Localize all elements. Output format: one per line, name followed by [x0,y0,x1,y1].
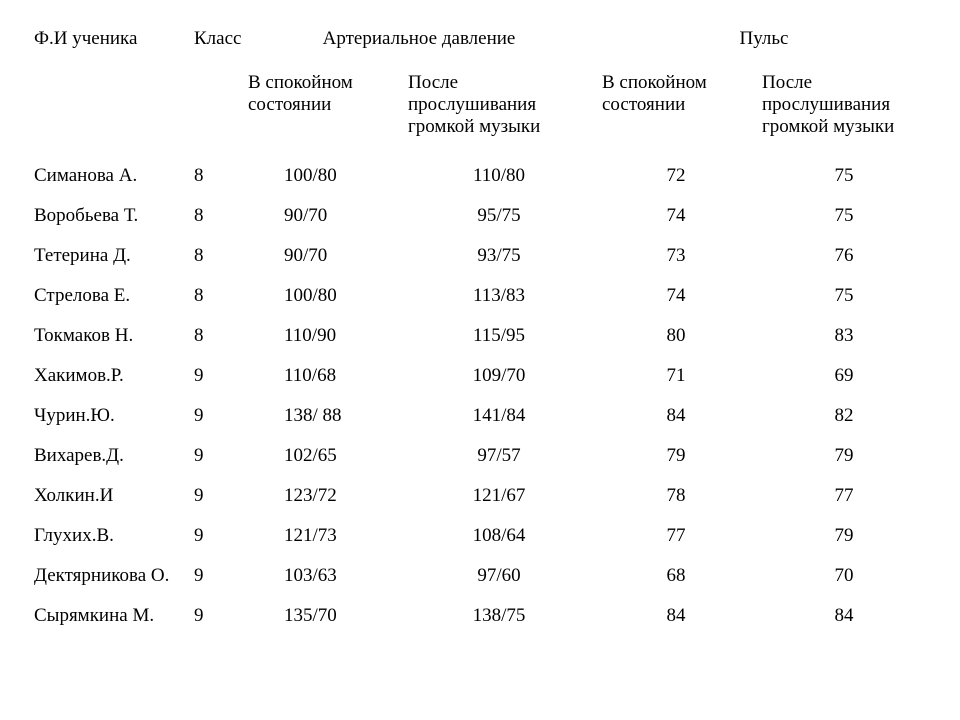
cell-pulse-calm: 74 [596,276,756,316]
cell-class: 9 [188,396,242,436]
cell-bp-calm: 90/70 [242,196,402,236]
cell-pulse-after: 75 [756,156,932,196]
page: Ф.И ученика Класс Артериальное давление … [0,0,960,660]
cell-bp-calm: 100/80 [242,156,402,196]
cell-pulse-after: 69 [756,356,932,396]
header-class: Класс [188,24,242,156]
cell-bp-after: 113/83 [402,276,596,316]
cell-class: 9 [188,596,242,636]
cell-bp-after: 108/64 [402,516,596,556]
cell-class: 9 [188,556,242,596]
cell-pulse-calm: 77 [596,516,756,556]
header-pulse-after: После прослушивания громкой музыки [756,68,932,156]
cell-bp-calm: 121/73 [242,516,402,556]
cell-bp-calm: 102/65 [242,436,402,476]
cell-name: Симанова А. [28,156,188,196]
cell-pulse-after: 70 [756,556,932,596]
cell-bp-calm: 123/72 [242,476,402,516]
cell-pulse-calm: 72 [596,156,756,196]
table-row: Холкин.И9123/72121/677877 [28,476,932,516]
header-pulse-group: Пульс [596,24,932,68]
students-table: Ф.И ученика Класс Артериальное давление … [28,24,932,636]
header-name: Ф.И ученика [28,24,188,156]
cell-name: Токмаков Н. [28,316,188,356]
cell-class: 8 [188,196,242,236]
cell-class: 8 [188,236,242,276]
cell-bp-calm: 135/70 [242,596,402,636]
header-bp-calm: В спокойном состоянии [242,68,402,156]
cell-class: 8 [188,156,242,196]
cell-pulse-after: 82 [756,396,932,436]
cell-bp-after: 115/95 [402,316,596,356]
cell-pulse-calm: 79 [596,436,756,476]
cell-pulse-calm: 84 [596,396,756,436]
cell-class: 9 [188,516,242,556]
table-row: Стрелова Е.8100/80113/837475 [28,276,932,316]
cell-pulse-calm: 71 [596,356,756,396]
cell-bp-after: 95/75 [402,196,596,236]
cell-pulse-after: 77 [756,476,932,516]
cell-class: 9 [188,476,242,516]
cell-pulse-after: 79 [756,516,932,556]
cell-name: Тетерина Д. [28,236,188,276]
cell-bp-after: 141/84 [402,396,596,436]
cell-name: Холкин.И [28,476,188,516]
cell-pulse-after: 79 [756,436,932,476]
cell-name: Стрелова Е. [28,276,188,316]
cell-name: Дектярникова О. [28,556,188,596]
cell-pulse-after: 76 [756,236,932,276]
table-row: Хакимов.Р.9110/68109/707169 [28,356,932,396]
cell-class: 8 [188,316,242,356]
table-header-row-1: Ф.И ученика Класс Артериальное давление … [28,24,932,68]
header-bp-after: После прослушивания громкой музыки [402,68,596,156]
table-row: Токмаков Н.8110/90115/958083 [28,316,932,356]
cell-class: 8 [188,276,242,316]
header-pulse-calm: В спокойном состоянии [596,68,756,156]
cell-pulse-after: 75 [756,276,932,316]
table-row: Воробьева Т.890/7095/757475 [28,196,932,236]
cell-pulse-after: 83 [756,316,932,356]
cell-name: Чурин.Ю. [28,396,188,436]
table-row: Глухих.В.9121/73108/647779 [28,516,932,556]
cell-bp-after: 138/75 [402,596,596,636]
cell-bp-after: 121/67 [402,476,596,516]
cell-name: Сырямкина М. [28,596,188,636]
cell-pulse-after: 84 [756,596,932,636]
cell-bp-calm: 138/ 88 [242,396,402,436]
cell-class: 9 [188,436,242,476]
table-row: Тетерина Д.890/7093/757376 [28,236,932,276]
table-row: Дектярникова О.9103/6397/606870 [28,556,932,596]
cell-pulse-calm: 74 [596,196,756,236]
cell-bp-calm: 90/70 [242,236,402,276]
cell-pulse-calm: 78 [596,476,756,516]
cell-bp-after: 97/60 [402,556,596,596]
cell-name: Глухих.В. [28,516,188,556]
cell-bp-calm: 100/80 [242,276,402,316]
cell-bp-after: 93/75 [402,236,596,276]
table-row: Вихарев.Д.9102/6597/577979 [28,436,932,476]
cell-name: Воробьева Т. [28,196,188,236]
cell-bp-calm: 110/68 [242,356,402,396]
cell-bp-calm: 103/63 [242,556,402,596]
cell-pulse-calm: 68 [596,556,756,596]
table-body: Симанова А.8100/80110/807275Воробьева Т.… [28,156,932,636]
cell-pulse-after: 75 [756,196,932,236]
cell-bp-after: 97/57 [402,436,596,476]
cell-bp-after: 110/80 [402,156,596,196]
header-bp-group: Артериальное давление [242,24,596,68]
table-row: Сырямкина М.9135/70138/758484 [28,596,932,636]
cell-pulse-calm: 73 [596,236,756,276]
cell-name: Вихарев.Д. [28,436,188,476]
table-header: Ф.И ученика Класс Артериальное давление … [28,24,932,156]
cell-class: 9 [188,356,242,396]
table-row: Чурин.Ю.9138/ 88141/848482 [28,396,932,436]
table-row: Симанова А.8100/80110/807275 [28,156,932,196]
cell-bp-calm: 110/90 [242,316,402,356]
cell-pulse-calm: 84 [596,596,756,636]
cell-name: Хакимов.Р. [28,356,188,396]
cell-pulse-calm: 80 [596,316,756,356]
cell-bp-after: 109/70 [402,356,596,396]
